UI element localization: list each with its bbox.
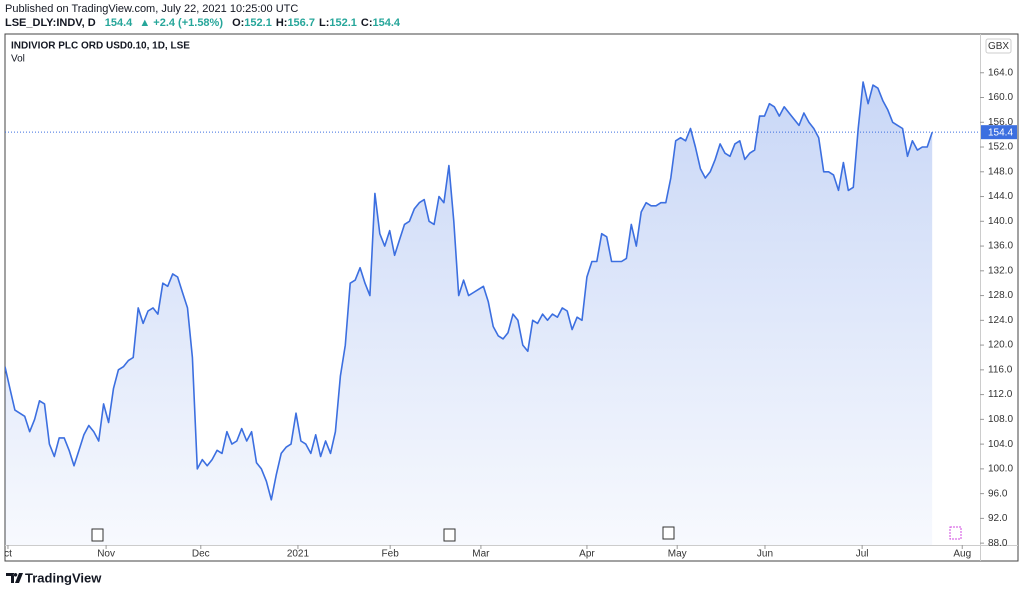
x-tick-label: Dec — [192, 549, 210, 560]
earnings-markers — [91, 526, 962, 542]
y-tick-label: 136.0 — [988, 241, 1013, 252]
y-tick-label: 112.0 — [988, 389, 1013, 400]
currency-box — [985, 38, 1012, 54]
y-tick-label: 132.0 — [988, 265, 1013, 276]
y-tick-label: 124.0 — [988, 315, 1013, 326]
y-tick-label: 92.0 — [988, 513, 1008, 524]
earnings-icon-upcoming — [949, 526, 962, 540]
y-tick-label: 156.0 — [988, 117, 1013, 128]
plot — [5, 81, 933, 545]
ohlc-label: H: — [276, 17, 288, 29]
ohlc-value: 156.7 — [287, 17, 315, 29]
y-tick-label: 140.0 — [988, 216, 1013, 227]
y-tick-label: 88.0 — [988, 538, 1008, 549]
ohlc-label: C: — [361, 17, 373, 29]
ohlc-label: O: — [232, 17, 244, 29]
y-tick-label: 104.0 — [988, 439, 1013, 450]
brand-logo — [6, 573, 23, 583]
y-tick-label: 144.0 — [988, 191, 1013, 202]
published: Published on TradingView.com, July 22, 2… — [5, 3, 298, 15]
currency: GBX — [988, 41, 1009, 52]
frame — [4, 33, 1019, 562]
y-tick-label: 100.0 — [988, 464, 1013, 475]
earnings-icon — [662, 526, 675, 540]
ohlc-label: L: — [319, 17, 329, 29]
y-tick-label: 96.0 — [988, 488, 1008, 499]
last-price: 154.4 — [105, 17, 133, 29]
x-tick-label: ct — [4, 549, 12, 560]
line — [5, 81, 933, 501]
x-tick-label: Apr — [579, 549, 595, 560]
x-tick-label: Mar — [472, 549, 490, 560]
x-tick-label: May — [668, 549, 687, 560]
x-tick-label: Jun — [757, 549, 773, 560]
y-tick-label: 148.0 — [988, 166, 1013, 177]
last-price-box — [981, 125, 1017, 140]
y-tick-label: 116.0 — [988, 364, 1013, 375]
x-tick-label: Jul — [856, 549, 869, 560]
change: ▲ +2.4 (+1.58%) — [139, 17, 223, 29]
ohlc-value: 152.1 — [329, 17, 357, 29]
area — [5, 82, 933, 545]
earnings-icon — [443, 528, 456, 542]
last-price-label: 154.4 — [988, 127, 1013, 138]
x-tick-label: Feb — [382, 549, 400, 560]
y-tick-label: 152.0 — [988, 142, 1013, 153]
x-tick-label: Aug — [953, 549, 971, 560]
y-tick-label: 120.0 — [988, 340, 1013, 351]
y-tick-label: 164.0 — [988, 67, 1013, 78]
y-tick-label: 160.0 — [988, 92, 1013, 103]
symbol-line: LSE_DLY:INDV, D 154.4 ▲ +2.4 (+1.58%) O:… — [5, 17, 401, 29]
symbol: LSE_DLY:INDV, D — [5, 17, 96, 29]
brand: TradingView — [25, 570, 102, 585]
ohlc-value: 154.4 — [373, 17, 401, 29]
y-tick-label: 128.0 — [988, 290, 1013, 301]
earnings-icon — [91, 528, 104, 542]
x-tick-label: 2021 — [287, 549, 310, 560]
x-tick-label: Nov — [97, 549, 115, 560]
y-tick-label: 108.0 — [988, 414, 1013, 425]
volume-label: Vol — [11, 54, 25, 65]
chart-title: INDIVIOR PLC ORD USD0.10, 1D, LSE — [11, 41, 190, 52]
ohlc-value: 152.1 — [244, 17, 272, 29]
